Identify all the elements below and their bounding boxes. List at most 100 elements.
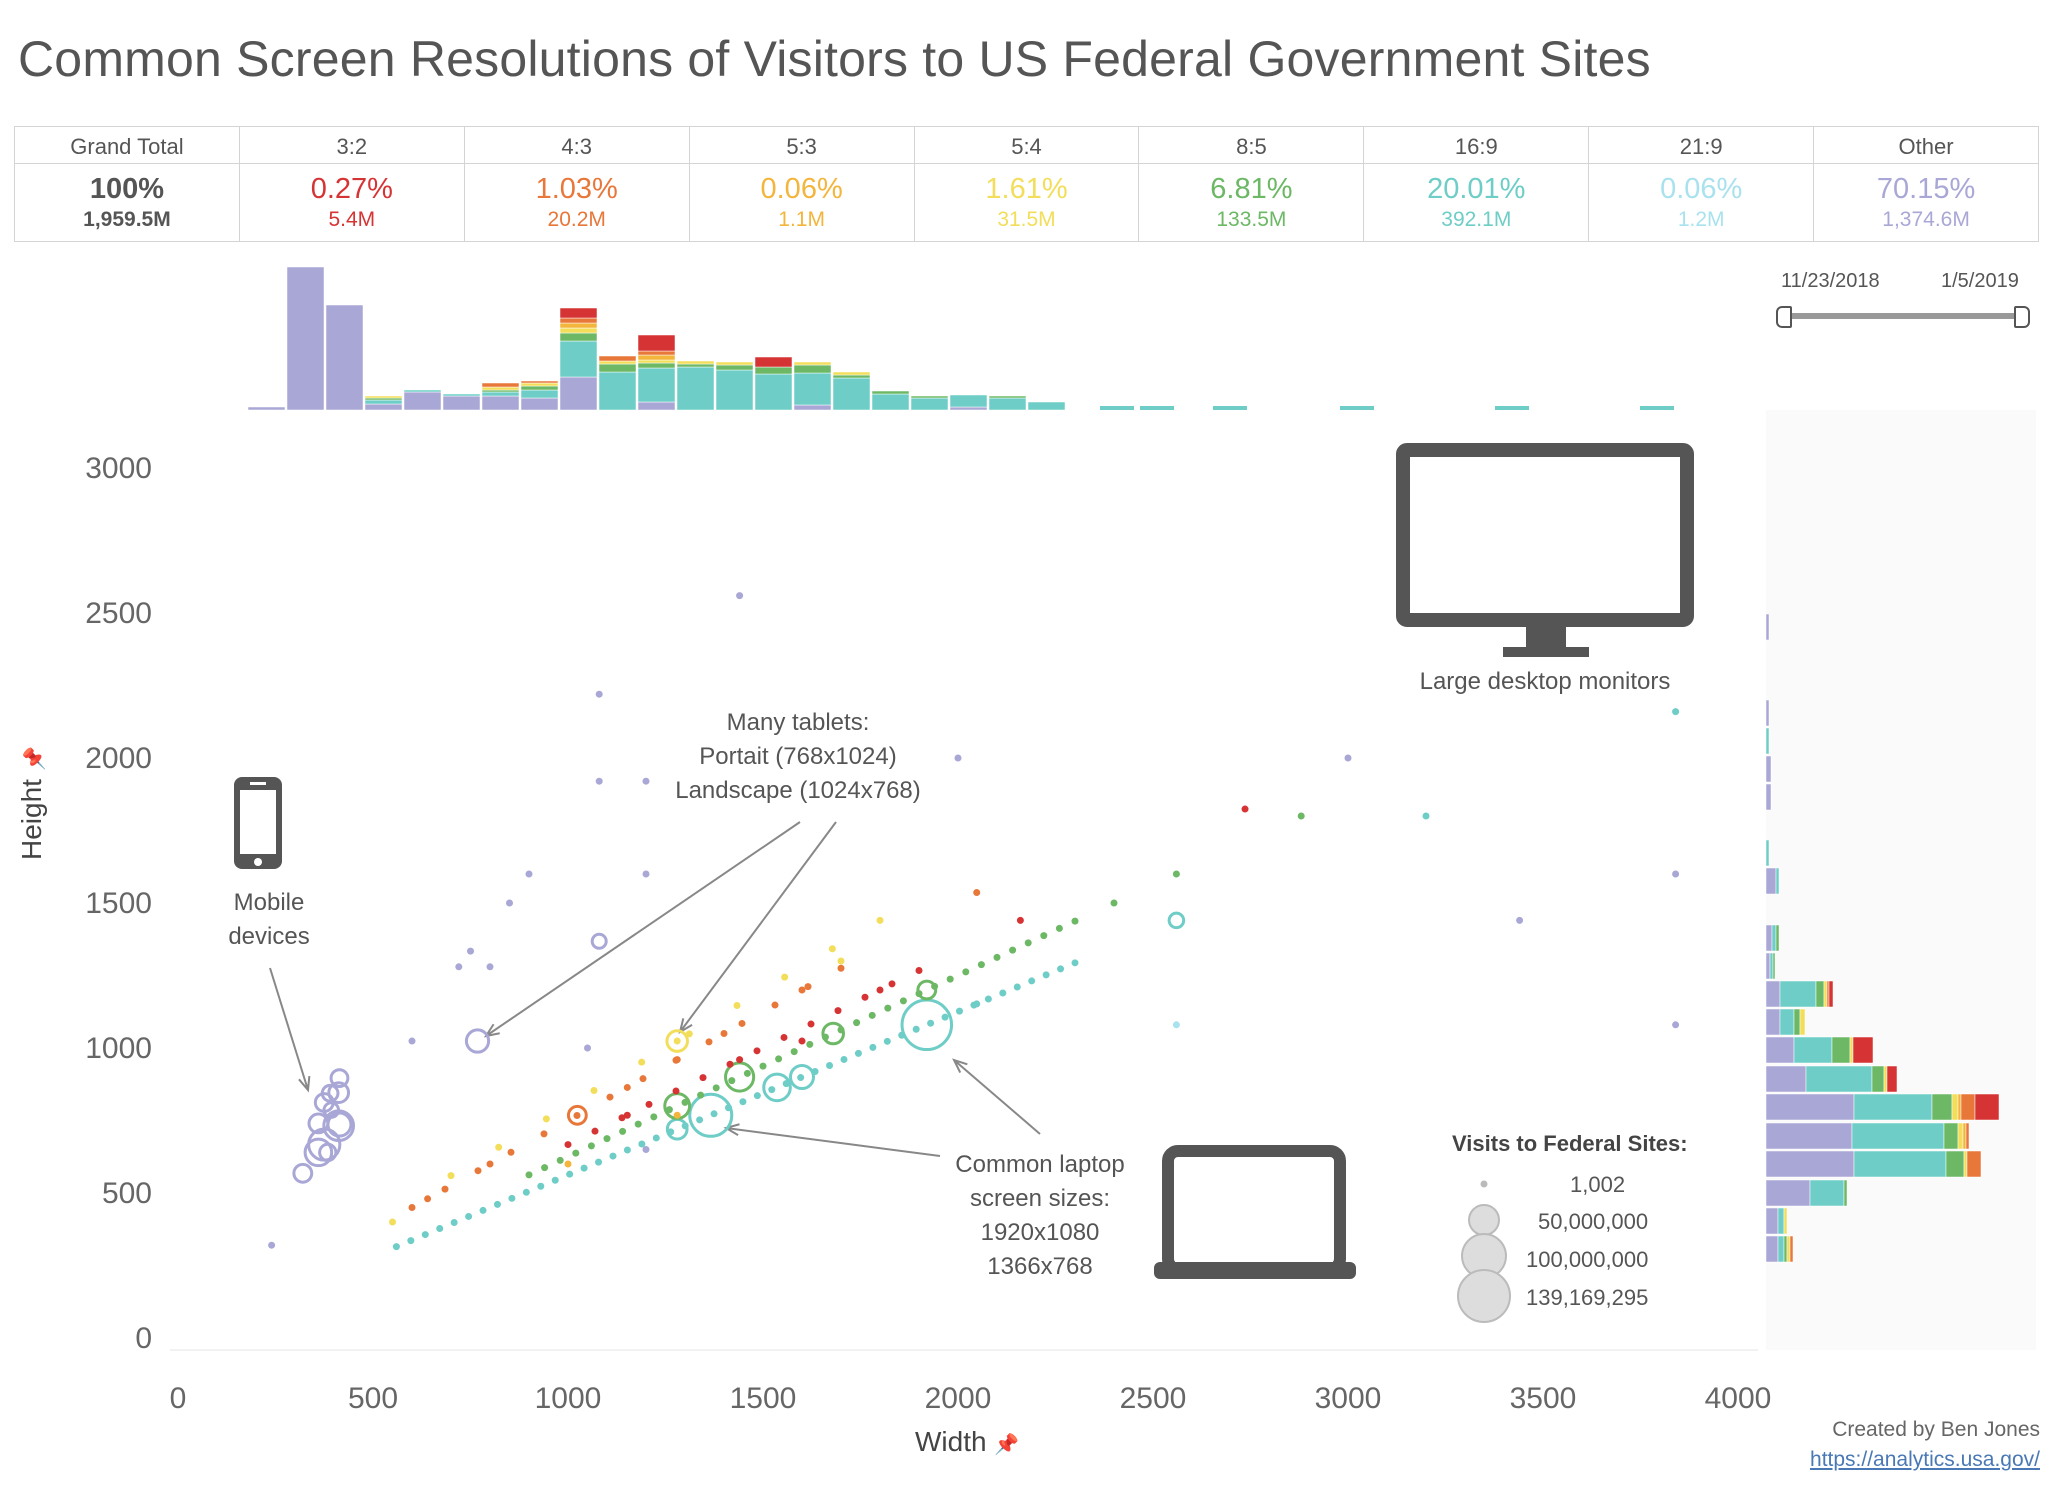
summary-label: 3:2 [239, 127, 464, 164]
right-hist-bar [1765, 1207, 1779, 1235]
right-hist-bar [1805, 1065, 1873, 1093]
data-point [665, 1029, 689, 1053]
x-tick-label: 3000 [1315, 1382, 1382, 1415]
data-point [573, 1111, 581, 1119]
data-point [775, 1055, 783, 1063]
data-point [853, 1019, 861, 1027]
pin-icon[interactable]: 📌 [24, 746, 46, 772]
top-hist-bar [442, 393, 481, 397]
data-point [699, 1074, 707, 1082]
top-hist-bar [559, 332, 598, 342]
data-point [522, 1188, 530, 1196]
top-hist-bar [1495, 406, 1529, 410]
data-point [495, 1143, 503, 1151]
data-point [962, 968, 970, 976]
summary-cell-1[interactable]: 3:2 0.27% 5.4M [238, 127, 464, 241]
data-point [408, 1204, 416, 1211]
summary-cell-4[interactable]: 5:4 1.61% 31.5M [913, 127, 1139, 241]
data-point [888, 980, 896, 988]
data-point [606, 1093, 614, 1101]
data-point [645, 1100, 653, 1108]
top-hist-bar [988, 395, 1027, 399]
data-point [623, 1111, 631, 1119]
data-points [268, 592, 1680, 1251]
summary-count: 392.1M [1441, 208, 1512, 231]
date-slider-end-handle[interactable] [2014, 306, 2030, 328]
summary-cell-3[interactable]: 5:3 0.06% 1.1M [688, 127, 914, 241]
size-legend-item-2: 50,000,000 [1538, 1209, 1649, 1234]
data-point [736, 592, 744, 600]
data-point [673, 1111, 681, 1119]
top-hist-bar [442, 395, 481, 411]
desktop-annotation: Large desktop monitors [1419, 668, 1671, 695]
x-tick-label: 500 [348, 1382, 398, 1415]
top-hist-bar [676, 366, 715, 411]
y-tick-label: 0 [135, 1322, 152, 1355]
summary-label: Grand Total [15, 127, 239, 164]
data-point [603, 1135, 611, 1143]
data-point [837, 957, 845, 965]
right-hist-bar [1765, 613, 1770, 641]
data-point [479, 1206, 487, 1214]
right-hist-bar [1843, 1179, 1848, 1207]
data-point [739, 1098, 747, 1106]
top-hist-bar [559, 376, 598, 411]
tablet-arrow-2 [679, 821, 837, 1033]
right-hist-bar [1883, 1065, 1888, 1093]
data-point [697, 1091, 705, 1099]
y-tick-label: 2500 [85, 597, 152, 630]
x-tick-label: 0 [170, 1382, 187, 1415]
top-hist-bar [910, 395, 949, 399]
summary-cell-0[interactable]: Grand Total 100% 1,959.5M [14, 127, 239, 241]
top-histogram [247, 266, 1674, 411]
summary-label: 16:9 [1364, 127, 1589, 164]
data-point [984, 995, 992, 1003]
data-point [1055, 924, 1063, 932]
mobile-line-2: devices [228, 923, 310, 950]
right-hist-bar [1951, 1093, 1959, 1121]
data-point [899, 997, 907, 1005]
top-hist-bar [754, 356, 793, 368]
right-hist-bar [1963, 1150, 1968, 1178]
data-point [1241, 805, 1249, 813]
data-point [652, 1134, 660, 1142]
data-point [450, 1218, 458, 1226]
credit-link[interactable]: https://analytics.usa.gov/ [1810, 1448, 2040, 1471]
right-hist-bar [1765, 727, 1770, 755]
date-end-label: 1/5/2019 [1941, 270, 2019, 292]
mobile-arrow [269, 967, 309, 1091]
pin-icon[interactable]: 📌 [994, 1434, 1020, 1456]
data-point [1071, 917, 1079, 925]
right-hist-bar [1772, 952, 1776, 980]
data-point [1672, 870, 1680, 878]
summary-label: 4:3 [464, 127, 689, 164]
data-point [292, 1162, 314, 1184]
data-point [506, 899, 513, 907]
summary-cell-8[interactable]: Other 70.15% 1,374.6M [1813, 127, 2040, 241]
top-hist-bar [520, 389, 559, 399]
top-hist-bar [637, 401, 676, 411]
right-hist-bar [1871, 1065, 1885, 1093]
data-point [465, 1212, 473, 1220]
mobile-annotation: Mobile devices [199, 886, 339, 954]
top-hist-bar [286, 266, 325, 411]
right-hist-bar [1765, 1093, 1855, 1121]
laptop-arrow-1 [953, 1059, 1041, 1135]
data-point [642, 777, 650, 785]
date-slider-start-handle[interactable] [1776, 306, 1792, 328]
summary-cell-6[interactable]: 16:9 20.01% 392.1M [1363, 127, 1589, 241]
date-slider-track[interactable] [1784, 313, 2022, 319]
y-tick-label: 1500 [85, 887, 152, 920]
summary-cell-2[interactable]: 4:3 1.03% 20.2M [463, 127, 689, 241]
summary-cell-5[interactable]: 8:5 6.81% 133.5M [1138, 127, 1364, 241]
data-point [1422, 812, 1430, 820]
laptop-line-3: 1920x1080 [980, 1219, 1100, 1246]
data-point [798, 1037, 806, 1045]
top-hist-bar [754, 366, 793, 375]
right-hist-bar [1769, 952, 1774, 980]
summary-percent: 0.27% [310, 173, 393, 205]
top-hist-bar [715, 361, 754, 366]
data-point [916, 979, 938, 1001]
summary-cell-7[interactable]: 21:9 0.06% 1.2M [1588, 127, 1814, 241]
top-hist-bar [481, 382, 520, 388]
